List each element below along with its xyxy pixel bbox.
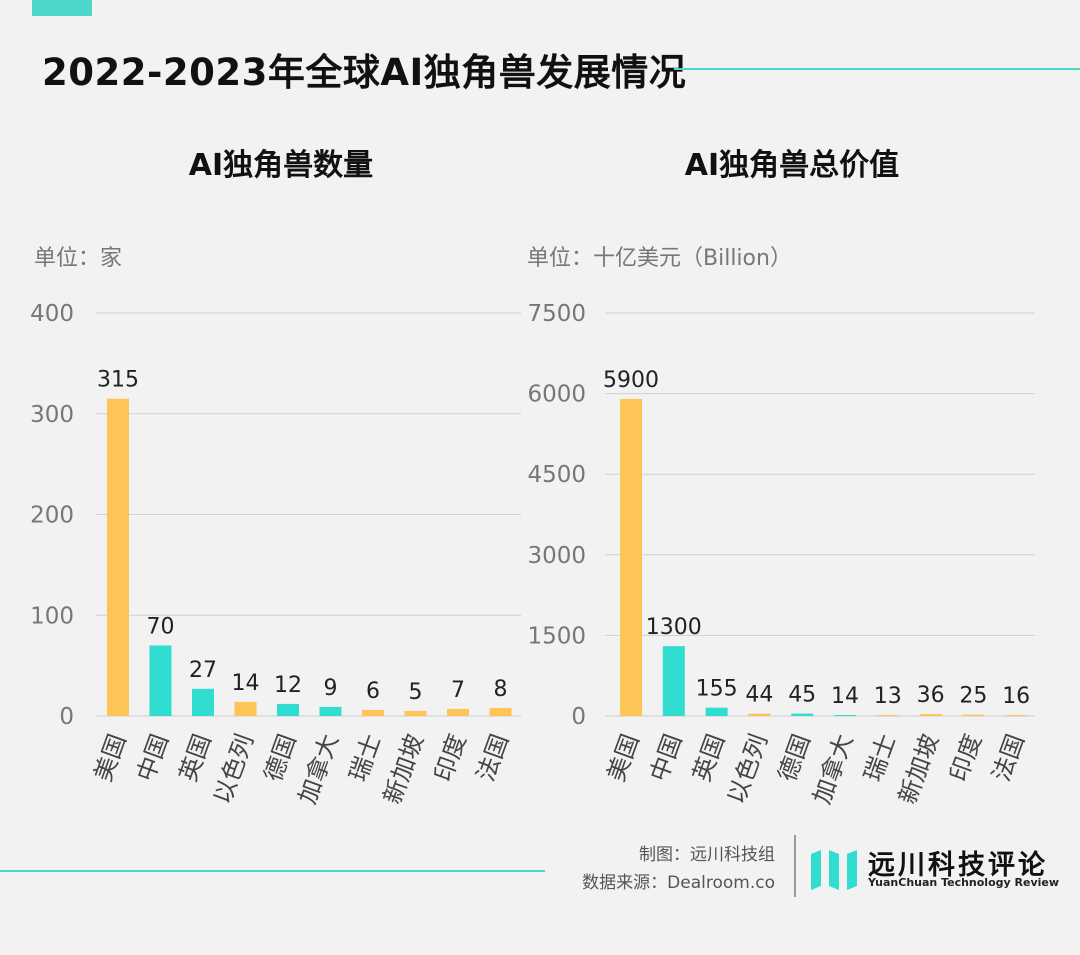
unicorn-count-chart: 0100200300400315美国70中国27英国14以色列12德国9加拿大6… bbox=[30, 301, 521, 808]
y-tick-label: 3000 bbox=[527, 543, 586, 569]
bar bbox=[277, 703, 299, 716]
data-label: 45 bbox=[788, 683, 816, 708]
data-source: 数据来源：Dealroom.co bbox=[582, 873, 775, 893]
data-label: 315 bbox=[97, 368, 139, 393]
chart-credit: 制图：远川科技组 bbox=[639, 845, 775, 865]
footer-divider bbox=[794, 835, 796, 897]
bar bbox=[834, 715, 856, 716]
bar bbox=[919, 714, 942, 716]
y-tick-label: 7500 bbox=[527, 301, 586, 327]
bar bbox=[876, 715, 899, 716]
y-tick-label: 100 bbox=[30, 603, 74, 629]
data-label: 14 bbox=[232, 671, 260, 696]
unit-label-value: 单位：十亿美元（Billion） bbox=[527, 246, 792, 271]
y-tick-label: 0 bbox=[571, 704, 586, 730]
data-label: 16 bbox=[1002, 684, 1030, 709]
category-label: 以色列 bbox=[722, 730, 773, 807]
data-label: 25 bbox=[959, 684, 987, 709]
data-label: 13 bbox=[874, 684, 902, 709]
bar bbox=[489, 707, 512, 716]
bar bbox=[447, 708, 469, 716]
category-label: 加拿大 bbox=[808, 730, 859, 807]
data-label: 7 bbox=[451, 678, 465, 703]
category-label: 英国 bbox=[688, 730, 731, 785]
y-tick-label: 300 bbox=[30, 402, 74, 428]
unit-label-count: 单位：家 bbox=[34, 246, 123, 271]
bar bbox=[362, 709, 384, 716]
data-label: 155 bbox=[696, 677, 738, 702]
logo-text-cn: 远川科技评论 bbox=[868, 850, 1048, 881]
data-label: 27 bbox=[189, 658, 217, 683]
unicorn-value-chart: 0 1500 3000 4500 6000 7500 5900 美国 1300 中国 155 英国 44… bbox=[527, 301, 1035, 808]
y-tick-label: 6000 bbox=[527, 382, 586, 408]
top-accent-tab bbox=[32, 0, 92, 16]
data-label: 9 bbox=[324, 676, 338, 701]
chart-title-value: AI独角兽总价值 bbox=[684, 148, 900, 183]
bar bbox=[1005, 715, 1028, 716]
category-label: 新加坡 bbox=[893, 730, 944, 807]
data-label: 44 bbox=[745, 683, 773, 708]
y-tick-label: 200 bbox=[30, 503, 74, 529]
bar bbox=[149, 645, 172, 716]
bar bbox=[192, 688, 214, 716]
y-tick-label: 4500 bbox=[527, 462, 586, 488]
data-label: 1300 bbox=[646, 615, 702, 640]
data-label: 5 bbox=[409, 680, 423, 705]
data-label: 5900 bbox=[603, 368, 659, 393]
chart-title-count: AI独角兽数量 bbox=[188, 148, 374, 183]
data-label: 36 bbox=[917, 683, 945, 708]
bar bbox=[404, 710, 427, 716]
bar bbox=[662, 646, 685, 716]
category-label: 德国 bbox=[773, 730, 816, 785]
footer-rule bbox=[0, 870, 545, 872]
bar bbox=[748, 713, 771, 716]
y-tick-label: 0 bbox=[59, 704, 74, 730]
bar bbox=[620, 398, 642, 716]
yuanchuan-logo-icon bbox=[811, 850, 857, 890]
bar bbox=[234, 701, 257, 716]
bar bbox=[791, 713, 814, 716]
category-label: 中国 bbox=[645, 730, 688, 785]
title-rule bbox=[674, 68, 1080, 70]
y-tick-label: 1500 bbox=[527, 623, 586, 649]
bar bbox=[705, 707, 728, 716]
data-label: 8 bbox=[494, 677, 508, 702]
data-label: 12 bbox=[274, 673, 302, 698]
data-label: 14 bbox=[831, 684, 859, 709]
category-label: 美国 bbox=[602, 730, 645, 785]
category-label: 瑞士 bbox=[859, 730, 902, 785]
bar bbox=[107, 398, 129, 716]
logo-text-en: YuanChuan Technology Review bbox=[868, 876, 1060, 889]
bar bbox=[962, 714, 985, 716]
bar bbox=[319, 706, 342, 716]
y-tick-label: 400 bbox=[30, 301, 74, 327]
category-label: 法国 bbox=[987, 730, 1030, 785]
category-label: 印度 bbox=[944, 730, 987, 785]
data-label: 6 bbox=[366, 679, 380, 704]
page-title: 2022-2023年全球AI独角兽发展情况 bbox=[42, 51, 687, 94]
data-label: 70 bbox=[147, 614, 175, 639]
